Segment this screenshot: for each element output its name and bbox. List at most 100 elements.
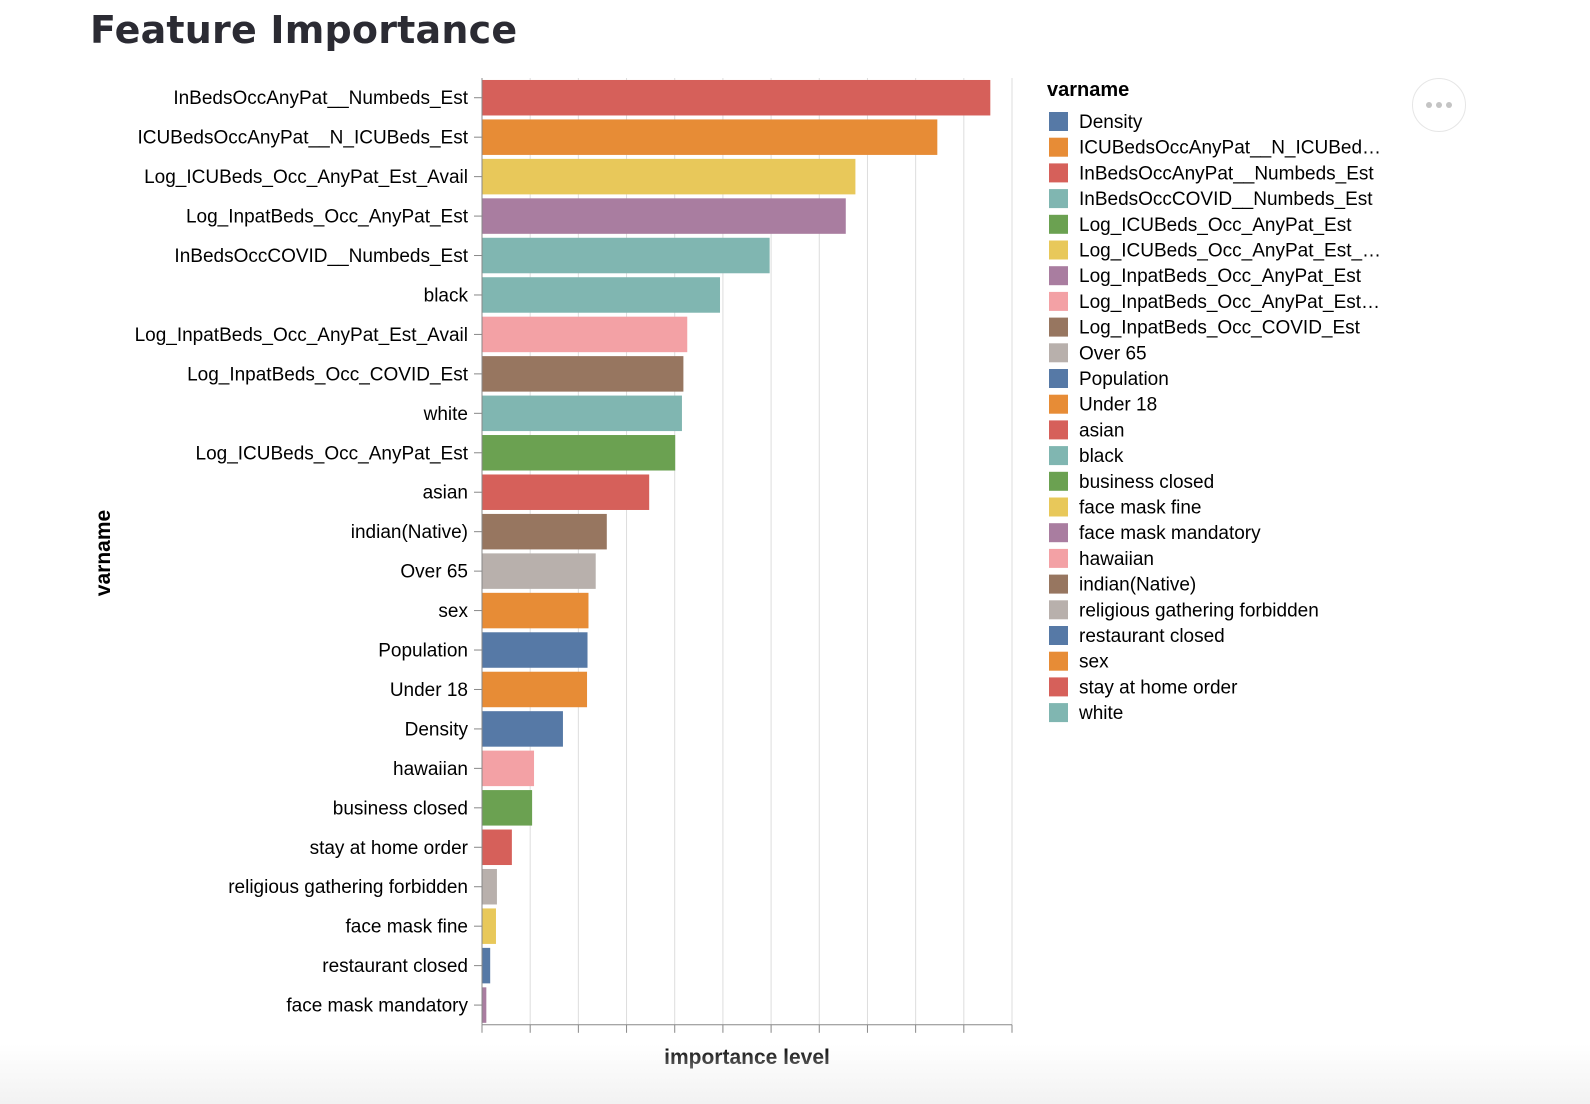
y-tick-label: Under 18 (390, 680, 468, 701)
bar-white[interactable] (482, 395, 682, 432)
legend-label: Population (1079, 369, 1169, 390)
legend-swatch (1049, 600, 1068, 620)
bar-black[interactable] (482, 277, 721, 313)
y-tick-label: face mask mandatory (286, 996, 468, 1017)
y-tick-labels: InBedsOccAnyPat__Numbeds_Est ICUBedsOccAn… (135, 88, 469, 1016)
bar-asian[interactable] (482, 474, 650, 510)
bar-restaurant closed[interactable] (482, 947, 491, 984)
legend-label: ICUBedsOccAnyPat__N_ICUBed… (1079, 138, 1381, 159)
legend-swatch (1049, 651, 1068, 671)
y-axis-title: varname (92, 510, 115, 596)
x-axis-title: importance level (664, 1046, 830, 1069)
bar-InBedsOccAnyPat__Numbeds_Est[interactable] (482, 79, 991, 116)
y-tick-label: Log_InpatBeds_Occ_AnyPat_Est_Avail (135, 325, 468, 346)
legend-label: Over 65 (1079, 343, 1147, 364)
legend-swatch (1049, 677, 1068, 697)
bar-Log_ICUBeds_Occ_AnyPat_Est[interactable] (482, 435, 676, 471)
bars (482, 79, 991, 1023)
gridlines (481, 78, 1013, 1025)
legend-swatch (1049, 497, 1068, 517)
bar-Population[interactable] (482, 632, 588, 668)
legend-label: face mask fine (1079, 498, 1202, 519)
legend-label: business closed (1079, 472, 1214, 493)
legend-swatch (1049, 266, 1068, 286)
bar-Log_ICUBeds_Occ_AnyPat_Est_Avail[interactable] (482, 158, 856, 195)
legend-label: Log_InpatBeds_Occ_COVID_Est (1079, 318, 1361, 339)
legend-label: Density (1079, 112, 1143, 133)
bar-Over 65[interactable] (482, 553, 596, 589)
bar-business closed[interactable] (482, 790, 533, 826)
y-tick-label: InBedsOccCOVID__Numbeds_Est (174, 246, 468, 267)
more-horizontal-icon (1426, 102, 1432, 108)
legend-label: InBedsOccCOVID__Numbeds_Est (1079, 189, 1373, 210)
y-tick-label: black (424, 285, 469, 306)
legend-label: Log_InpatBeds_Occ_AnyPat_Est (1079, 266, 1362, 287)
legend-label: asian (1079, 420, 1124, 441)
y-tick-label: Density (405, 719, 469, 740)
bar-Log_InpatBeds_Occ_AnyPat_Est_Avail[interactable] (482, 316, 688, 353)
legend-label: face mask mandatory (1079, 523, 1261, 544)
legend-swatch (1049, 471, 1068, 491)
y-tick-label: Population (378, 641, 468, 662)
legend-label: InBedsOccAnyPat__Numbeds_Est (1079, 163, 1374, 184)
legend-label: indian(Native) (1079, 575, 1196, 596)
y-tick-label: asian (423, 483, 468, 504)
legend-swatch (1049, 574, 1068, 594)
legend-label: black (1079, 446, 1124, 467)
more-horizontal-icon-dot (1446, 102, 1452, 108)
bar-Log_InpatBeds_Occ_AnyPat_Est[interactable] (482, 198, 846, 234)
legend-swatch (1049, 317, 1068, 337)
legend-swatch (1049, 420, 1068, 440)
y-tick-label: Log_ICUBeds_Occ_AnyPat_Est (196, 443, 469, 464)
y-tick-label: white (423, 404, 468, 425)
legend-swatch (1049, 214, 1068, 234)
legend-swatch (1049, 369, 1068, 388)
y-tick-label: ICUBedsOccAnyPat__N_ICUBeds_Est (137, 128, 468, 149)
bar-Density[interactable] (482, 711, 563, 747)
legend-label: white (1078, 703, 1123, 724)
y-tick-label: Log_InpatBeds_Occ_AnyPat_Est (186, 207, 469, 228)
page-title: Feature Importance (90, 8, 518, 52)
bar-InBedsOccCOVID__Numbeds_Est[interactable] (482, 237, 770, 274)
legend-label: Log_InpatBeds_Occ_AnyPat_Est… (1079, 292, 1380, 313)
legend-swatch (1049, 163, 1068, 183)
legend-swatch (1049, 112, 1068, 131)
bar-Under 18[interactable] (482, 671, 588, 708)
axes (474, 78, 1013, 1033)
bar-ICUBedsOccAnyPat__N_ICUBeds_Est[interactable] (482, 119, 938, 155)
legend-swatch (1049, 291, 1068, 311)
bar-hawaiian[interactable] (482, 750, 535, 787)
bar-stay at home order[interactable] (482, 829, 512, 866)
bar-sex[interactable] (482, 592, 589, 629)
legend-swatch (1049, 189, 1068, 209)
y-tick-label: stay at home order (310, 838, 469, 859)
bar-face mask fine[interactable] (482, 908, 496, 944)
legend-label: Log_ICUBeds_Occ_AnyPat_Est (1079, 215, 1352, 236)
legend-swatch (1049, 626, 1068, 645)
legend-swatch (1049, 548, 1068, 568)
legend-swatch (1049, 523, 1068, 543)
legend-swatch (1049, 703, 1068, 723)
legend-label: sex (1079, 652, 1109, 673)
legend-title: varname (1047, 79, 1129, 101)
legend-label: religious gathering forbidden (1079, 600, 1319, 621)
legend-label: restaurant closed (1079, 626, 1225, 647)
y-tick-label: Log_ICUBeds_Occ_AnyPat_Est_Avail (144, 167, 468, 188)
bar-religious gathering forbidden[interactable] (482, 868, 497, 905)
legend-label: Log_ICUBeds_Occ_AnyPat_Est_… (1079, 241, 1381, 262)
legend-swatch (1049, 343, 1068, 363)
legend-swatch (1049, 137, 1068, 157)
y-tick-label: business closed (333, 798, 468, 819)
more-horizontal-icon-dot (1436, 102, 1442, 108)
y-tick-label: indian(Native) (351, 522, 468, 543)
bar-Log_InpatBeds_Occ_COVID_Est[interactable] (482, 356, 684, 392)
legend-swatch (1049, 394, 1068, 414)
y-tick-label: hawaiian (393, 759, 468, 780)
y-tick-label: Log_InpatBeds_Occ_COVID_Est (187, 364, 469, 385)
y-tick-label: Over 65 (400, 562, 468, 583)
bar-face mask mandatory[interactable] (482, 987, 487, 1023)
bar-indian(Native)[interactable] (482, 513, 607, 550)
more-options-button[interactable] (1412, 78, 1466, 132)
legend: Density ICUBedsOccAnyPat__N_ICUBed… InBeds… (1049, 112, 1381, 724)
